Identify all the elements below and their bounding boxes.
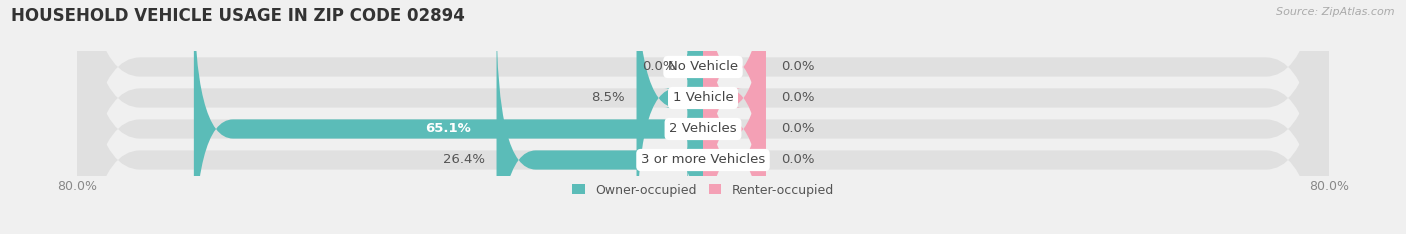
FancyBboxPatch shape [77, 0, 1329, 234]
Text: 3 or more Vehicles: 3 or more Vehicles [641, 154, 765, 167]
Text: 0.0%: 0.0% [782, 122, 814, 135]
FancyBboxPatch shape [703, 0, 765, 234]
Text: No Vehicle: No Vehicle [668, 60, 738, 73]
Text: 65.1%: 65.1% [426, 122, 471, 135]
Text: 0.0%: 0.0% [782, 154, 814, 167]
Text: 0.0%: 0.0% [643, 60, 676, 73]
FancyBboxPatch shape [77, 0, 1329, 234]
Legend: Owner-occupied, Renter-occupied: Owner-occupied, Renter-occupied [572, 183, 834, 197]
Text: HOUSEHOLD VEHICLE USAGE IN ZIP CODE 02894: HOUSEHOLD VEHICLE USAGE IN ZIP CODE 0289… [11, 7, 465, 25]
Text: Source: ZipAtlas.com: Source: ZipAtlas.com [1277, 7, 1395, 17]
FancyBboxPatch shape [77, 0, 1329, 234]
FancyBboxPatch shape [703, 0, 765, 212]
FancyBboxPatch shape [703, 15, 765, 234]
FancyBboxPatch shape [194, 0, 703, 234]
FancyBboxPatch shape [77, 0, 1329, 234]
FancyBboxPatch shape [637, 0, 703, 234]
FancyBboxPatch shape [664, 0, 727, 212]
Text: 0.0%: 0.0% [782, 60, 814, 73]
Text: 0.0%: 0.0% [782, 91, 814, 105]
FancyBboxPatch shape [496, 15, 703, 234]
Text: 26.4%: 26.4% [443, 154, 485, 167]
Text: 1 Vehicle: 1 Vehicle [672, 91, 734, 105]
Text: 2 Vehicles: 2 Vehicles [669, 122, 737, 135]
Text: 8.5%: 8.5% [591, 91, 624, 105]
FancyBboxPatch shape [703, 0, 765, 234]
